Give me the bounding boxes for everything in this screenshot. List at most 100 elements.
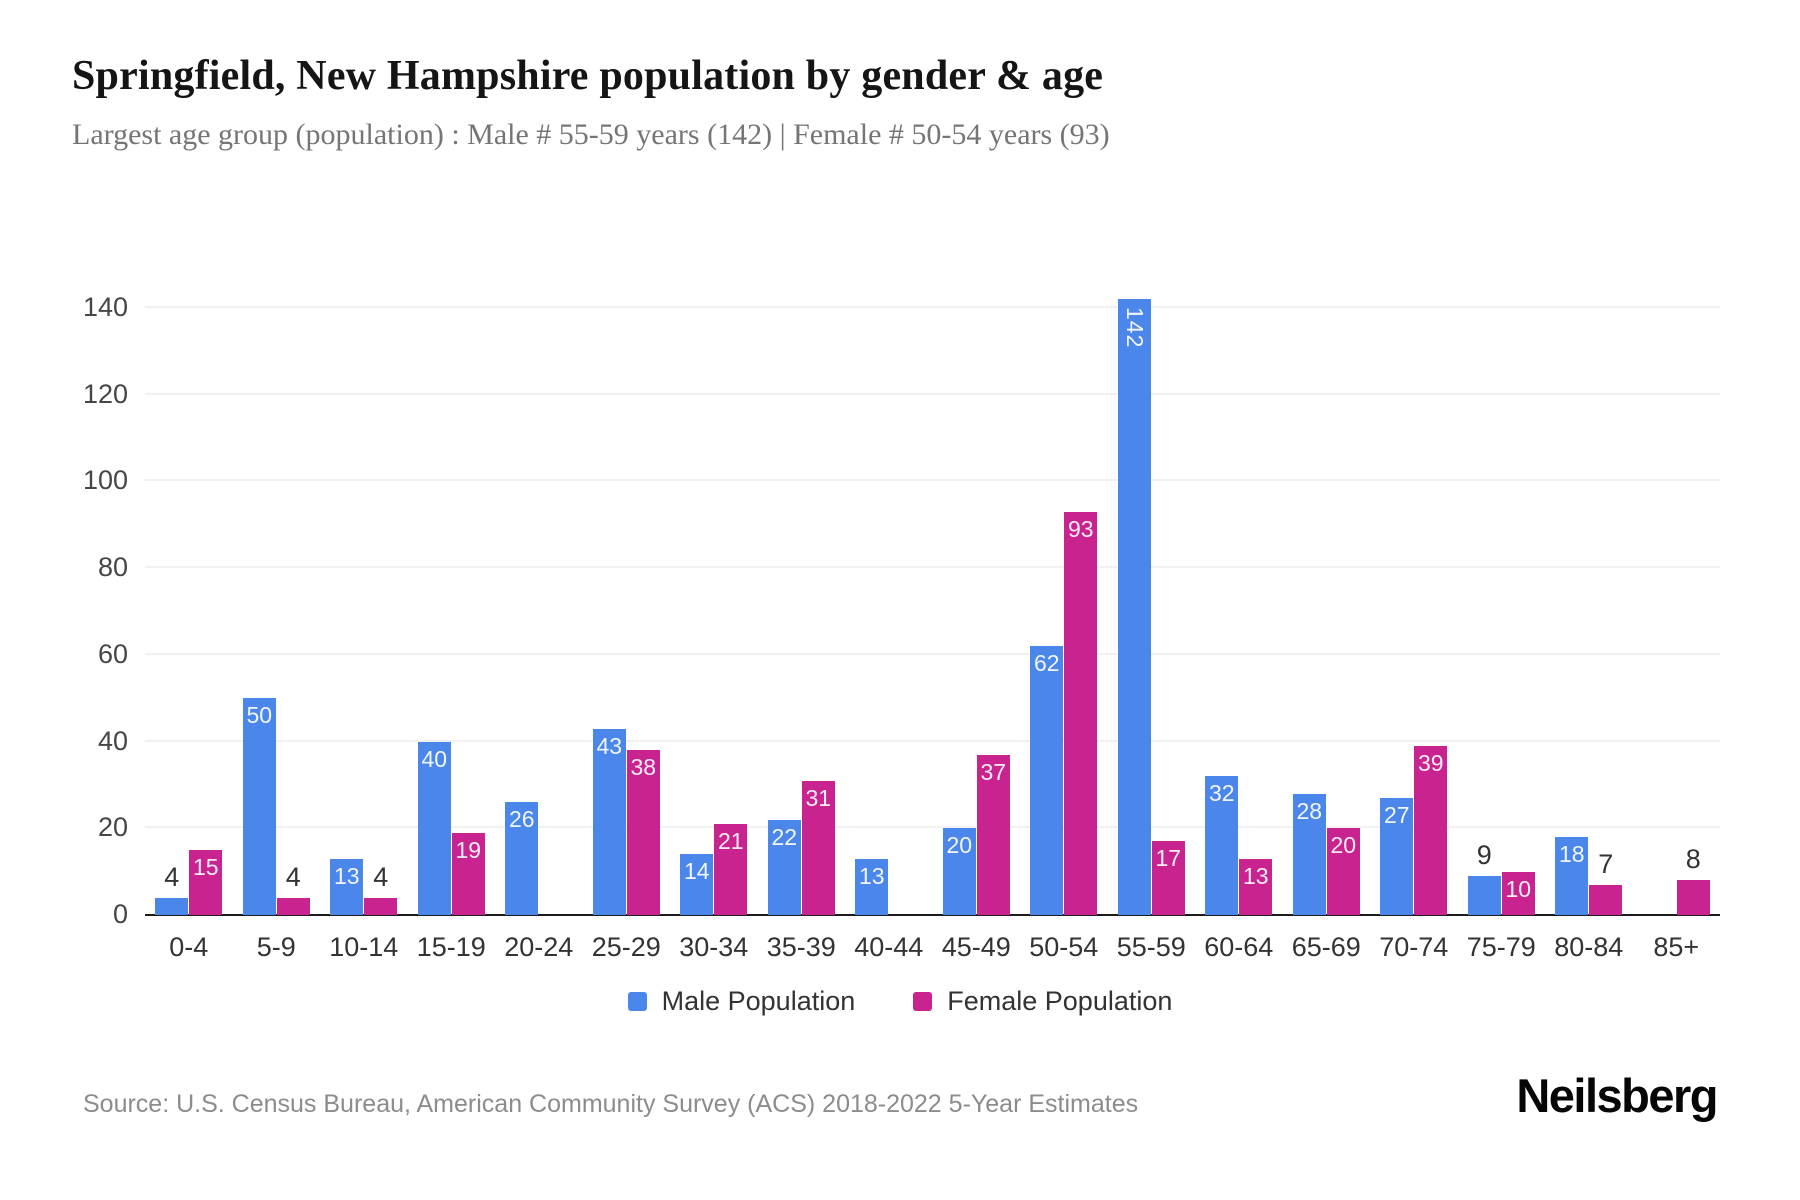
x-axis-label: 5-9 [256,932,296,962]
bar-male-10-14 [330,858,364,915]
bar-female-80-84 [1589,884,1623,915]
bar-value-label: 13 [1242,862,1269,889]
x-axis-label: 30-34 [679,932,749,962]
bar-value-label: 40 [421,745,448,772]
x-axis-label: 55-59 [1116,932,1186,962]
bar-male-80-84 [1555,836,1589,915]
legend-item-female: Female Population [913,986,1172,1017]
bar-value-label: 9 [1476,839,1492,870]
legend-label-female: Female Population [947,986,1173,1016]
chart-subtitle: Largest age group (population) : Male # … [72,118,1110,151]
bar-male-55-59 [1117,299,1151,915]
legend-item-male: Male Population [627,986,856,1017]
bar-value-label: 20 [1330,832,1357,859]
gridline [145,739,1720,742]
bar-value-label: 4 [285,861,301,892]
bar-value-label: 26 [508,806,535,833]
male-legend-swatch-icon [627,992,647,1011]
bar-value-label: 93 [1067,515,1094,542]
bar-value-label: 20 [946,832,973,859]
bar-female-30-34 [714,823,748,915]
bar-female-50-54 [1064,511,1098,915]
y-axis-tick: 120 [82,378,128,409]
y-axis-tick-labels: 0 20 40 60 80 100 120 140 [0,255,128,929]
bar-value-label: 37 [980,758,1007,785]
x-axis-label: 10-14 [329,932,399,962]
bar-value-label: 28 [1296,797,1323,824]
bar-male-45-49 [942,828,976,915]
y-axis-tick: 100 [82,465,128,496]
bar-value-label: 21 [717,827,744,854]
bar-male-40-44 [855,858,889,915]
bar-value-label: 27 [1383,801,1410,828]
bar-male-65-69 [1292,793,1326,915]
y-axis-tick: 80 [97,552,128,583]
bar-female-10-14 [364,897,398,915]
bar-female-60-64 [1239,858,1273,915]
gridline [145,652,1720,655]
bar-female-70-74 [1414,745,1448,915]
bar-male-5-9 [242,698,276,915]
x-axis-label: 65-69 [1291,932,1361,962]
bar-male-20-24 [505,802,539,915]
bar-female-75-79 [1501,871,1535,915]
bar-male-75-79 [1467,875,1501,915]
x-axis-label: 20-24 [504,932,574,962]
x-axis-label: 85+ [1653,932,1700,962]
x-axis-label: 80-84 [1554,932,1624,962]
bar-female-25-29 [626,750,660,915]
bar-value-label: 4 [373,861,389,892]
bar-value-label: 15 [192,853,219,880]
gridline [145,566,1720,569]
neilsberg-logo: Neilsberg [1516,1069,1718,1122]
bar-male-0-4 [155,897,189,915]
y-axis-tick: 60 [97,638,128,669]
bar-value-label: 43 [596,732,623,759]
gridline [145,306,1720,308]
bar-male-25-29 [592,728,626,915]
bar-value-label: 62 [1033,650,1060,677]
x-axis-label: 50-54 [1029,932,1099,962]
chart-legend: Male Population Female Population [0,986,1800,1017]
bar-value-label: 7 [1598,848,1614,879]
bar-value-label: 31 [805,784,832,811]
bar-value-label: 18 [1558,840,1585,867]
x-axis-label: 40-44 [854,932,924,962]
bar-value-label: 39 [1417,749,1444,776]
legend-label-male: Male Population [661,986,856,1016]
bar-female-35-39 [801,780,835,915]
bar-value-label: 13 [333,862,360,889]
bar-female-0-4 [189,849,223,915]
bar-female-45-49 [976,754,1010,915]
bar-male-35-39 [767,819,801,915]
source-attribution: Source: U.S. Census Bureau, American Com… [83,1090,1139,1118]
bar-value-label: 32 [1208,780,1235,807]
y-axis-tick: 0 [112,899,128,929]
bar-value-label: 17 [1155,845,1182,872]
gridline [145,479,1720,482]
bar-value-label: 142 [1121,307,1148,349]
x-axis-label: 15-19 [416,932,486,962]
bar-value-label: 10 [1505,875,1532,902]
y-axis-tick: 20 [97,812,128,843]
bar-female-85+ [1676,880,1710,915]
bar-female-65-69 [1326,828,1360,915]
bar-value-label: 38 [630,754,657,781]
x-axis-label: 70-74 [1379,932,1449,962]
bar-value-label: 14 [683,858,710,885]
bar-value-label: 8 [1685,844,1701,875]
bar-female-55-59 [1151,841,1185,915]
x-axis-label: 60-64 [1204,932,1274,962]
bar-value-label: 50 [246,702,273,729]
female-legend-swatch-icon [913,992,933,1011]
bar-female-5-9 [276,897,310,915]
bar-male-70-74 [1380,797,1414,915]
gridline [145,826,1720,829]
bar-male-60-64 [1205,776,1239,915]
x-axis-label: 25-29 [591,932,661,962]
x-axis-labels: 0-4 5-9 10-14 15-19 20-24 25-29 30-34 35-39 40-4… [145,932,1720,972]
bar-male-15-19 [417,741,451,915]
bar-value-label: 19 [455,836,482,863]
plot-area: 4 15 50 4 13 4 40 19 26 43 38 14 21 22 31 13 20 37 62 93 142… [145,255,1720,916]
